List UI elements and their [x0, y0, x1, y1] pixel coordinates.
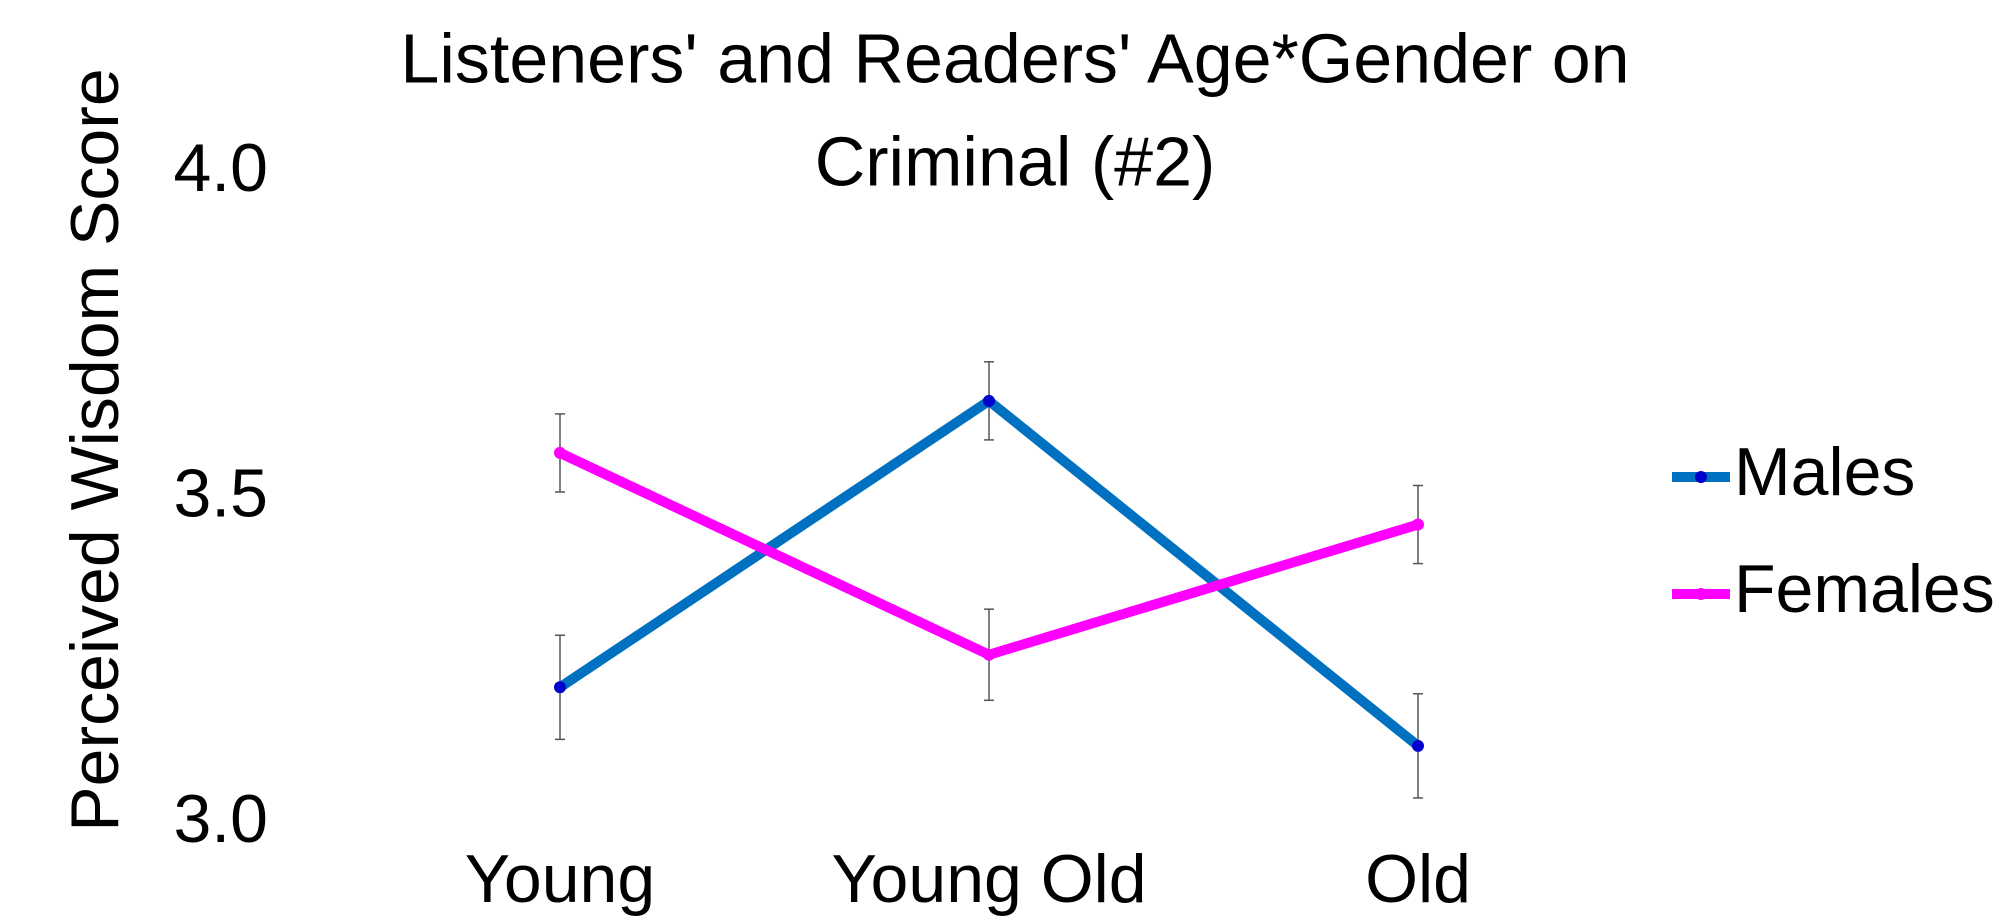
- marker: [1412, 518, 1424, 531]
- legend-marker: [1695, 471, 1707, 483]
- x-tick-label: Young Old: [831, 841, 1146, 917]
- legend-label: Females: [1734, 551, 1995, 627]
- chart-title: Listeners' and Readers' Age*Gender on: [400, 19, 1629, 97]
- legend-marker: [1695, 588, 1707, 600]
- marker: [554, 681, 566, 694]
- y-tick-label: 4.0: [173, 130, 268, 206]
- x-tick-label: Young: [465, 841, 655, 917]
- marker: [1412, 739, 1424, 752]
- marker: [983, 648, 995, 661]
- marker: [983, 394, 995, 407]
- y-tick-label: 3.0: [173, 781, 268, 857]
- marker: [554, 446, 566, 459]
- y-axis-label: Perceived Wisdom Score: [57, 68, 133, 831]
- y-tick-label: 3.5: [173, 455, 268, 531]
- legend-label: Males: [1734, 434, 1915, 510]
- x-tick-label: Old: [1365, 841, 1471, 917]
- chart-title: Criminal (#2): [815, 122, 1216, 200]
